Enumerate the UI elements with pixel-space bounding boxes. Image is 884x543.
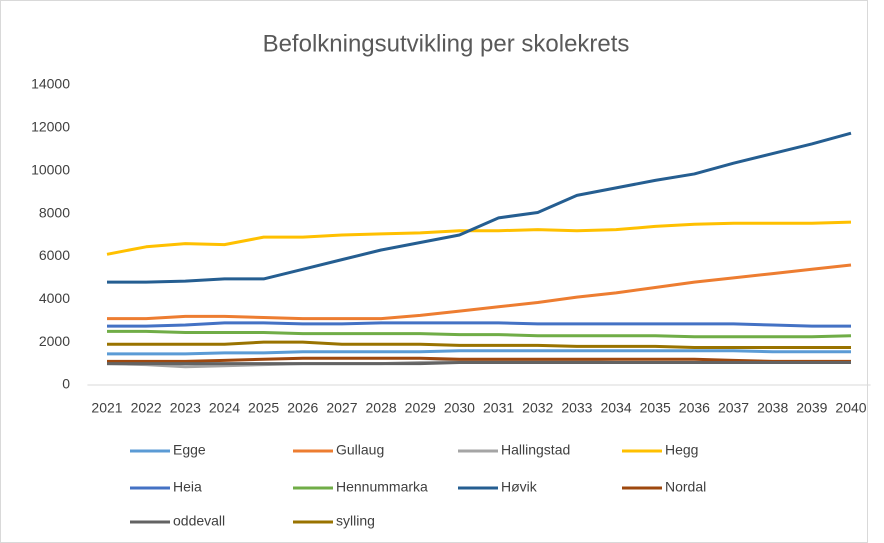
- x-tick-label: 2023: [170, 400, 201, 416]
- y-tick-label: 12000: [31, 119, 70, 135]
- chart-title: Befolkningsutvikling per skolekrets: [263, 30, 630, 57]
- series-line: [107, 131, 852, 284]
- x-tick-label: 2029: [405, 400, 436, 416]
- series-line: [107, 340, 851, 349]
- x-tick-label: 2037: [718, 400, 749, 416]
- legend-label: Gullaug: [336, 442, 384, 458]
- y-tick-label: 2000: [39, 333, 70, 349]
- series-line: [107, 349, 851, 356]
- x-tick-label: 2028: [366, 400, 397, 416]
- series-line: [107, 321, 851, 328]
- x-tick-label: 2036: [679, 400, 710, 416]
- x-tick-label: 2032: [522, 400, 553, 416]
- legend-label: Hegg: [665, 442, 698, 458]
- x-tick-label: 2026: [287, 400, 318, 416]
- x-tick-label: 2039: [796, 400, 827, 416]
- x-tick-label: 2021: [91, 400, 122, 416]
- legend-label: Høvik: [501, 479, 538, 495]
- x-tick-label: 2022: [131, 400, 162, 416]
- series-line: [107, 361, 851, 366]
- legend-label: oddevall: [173, 513, 225, 529]
- legend-label: sylling: [336, 513, 375, 529]
- y-tick-label: 14000: [31, 76, 70, 92]
- series-line: [107, 263, 852, 321]
- series-line: [107, 329, 852, 339]
- x-tick-label: 2024: [209, 400, 240, 416]
- x-tick-label: 2034: [600, 400, 631, 416]
- x-tick-label: 2033: [561, 400, 592, 416]
- x-tick-label: 2025: [248, 400, 279, 416]
- legend-label: Heia: [173, 479, 202, 495]
- legend-label: Nordal: [665, 479, 706, 495]
- x-tick-label: 2030: [444, 400, 475, 416]
- legend-label: Hallingstad: [501, 442, 570, 458]
- y-tick-label: 8000: [39, 204, 70, 220]
- y-tick-label: 6000: [39, 247, 70, 263]
- y-tick-label: 4000: [39, 290, 70, 306]
- y-tick-label: 10000: [31, 161, 70, 177]
- x-tick-label: 2035: [640, 400, 671, 416]
- series-line: [107, 356, 851, 363]
- y-tick-label: 0: [62, 376, 70, 392]
- legend-label: Egge: [173, 442, 206, 458]
- series-line: [106, 220, 852, 256]
- x-tick-label: 2038: [757, 400, 788, 416]
- x-tick-label: 2040: [835, 400, 866, 416]
- x-tick-label: 2031: [483, 400, 514, 416]
- legend-label: Hennummarka: [336, 479, 428, 495]
- x-tick-label: 2027: [326, 400, 357, 416]
